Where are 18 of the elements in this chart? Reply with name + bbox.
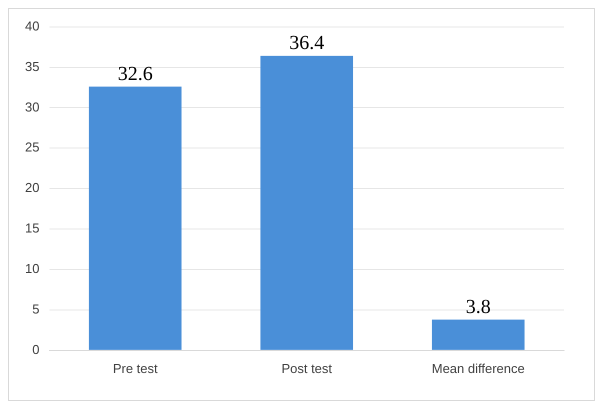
data-label: 32.6 <box>118 62 153 85</box>
data-label: 36.4 <box>289 32 324 54</box>
x-tick-label: Pre test <box>112 360 158 376</box>
y-tick-label: 5 <box>32 302 40 317</box>
data-label: 3.8 <box>466 296 491 318</box>
y-tick-label: 30 <box>24 99 40 114</box>
x-tick-label: Post test <box>281 360 332 376</box>
y-tick-label: 15 <box>24 220 40 236</box>
bar <box>260 56 354 350</box>
y-tick-label: 20 <box>24 180 40 196</box>
bar <box>432 320 525 350</box>
x-tick-label: Mean difference <box>432 360 525 376</box>
y-tick-label: 0 <box>32 342 40 357</box>
bar <box>88 86 182 350</box>
y-tick-label: 25 <box>24 140 40 155</box>
y-tick-label: 35 <box>24 58 40 74</box>
y-tick-label: 40 <box>24 18 40 34</box>
y-tick-label: 10 <box>24 261 40 276</box>
